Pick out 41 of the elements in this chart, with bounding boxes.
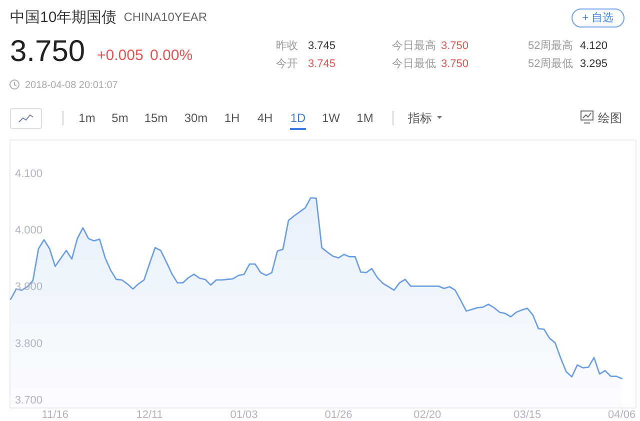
text: 52周最高	[528, 39, 574, 52]
text: 今开	[276, 58, 298, 70]
chart-title: 中国10年期国债	[10, 9, 117, 26]
x-tick-label: 12/11	[136, 409, 163, 421]
text: 1m	[78, 111, 96, 125]
text: 3.750	[441, 40, 469, 52]
text: 指标	[407, 111, 432, 125]
text: 绘图	[598, 111, 622, 125]
y-tick-label: 4.100	[15, 168, 43, 180]
x-tick-label: 03/15	[514, 409, 542, 421]
x-tick-label: 01/26	[324, 409, 352, 421]
text: 昨收	[276, 40, 298, 52]
text: 1D	[290, 111, 306, 125]
text: 今日最高	[392, 39, 436, 52]
text: 3.745	[308, 58, 336, 70]
text: 1M	[356, 111, 374, 125]
text: 1H	[224, 111, 240, 125]
text: 5m	[112, 111, 128, 125]
y-tick-label: 3.800	[15, 338, 43, 350]
text: 30m	[184, 111, 208, 125]
text: + 自选	[582, 11, 614, 24]
text: 4.120	[580, 40, 608, 52]
text: 3.750	[441, 58, 469, 70]
text: 1W	[322, 111, 341, 125]
x-tick-label: 04/06	[608, 409, 636, 421]
text: 0.00%	[150, 47, 193, 64]
text: 3.750	[10, 35, 86, 68]
text: 3.745	[308, 40, 336, 52]
text: 15m	[144, 111, 168, 125]
text: 2018-04-08 20:01:07	[25, 80, 118, 91]
chart-subtitle: CHINA10YEAR	[124, 10, 208, 24]
x-tick-label: 11/16	[42, 409, 69, 421]
text: 3.295	[580, 58, 608, 70]
text: +0.005	[97, 47, 144, 64]
x-tick-label: 01/03	[230, 409, 258, 421]
text: 4H	[257, 111, 273, 125]
y-tick-label: 3.700	[15, 394, 43, 406]
y-tick-label: 4.000	[15, 224, 43, 237]
text: 52周最低	[528, 58, 574, 70]
text: 今日最低	[392, 58, 436, 70]
x-tick-label: 02/20	[414, 409, 442, 421]
